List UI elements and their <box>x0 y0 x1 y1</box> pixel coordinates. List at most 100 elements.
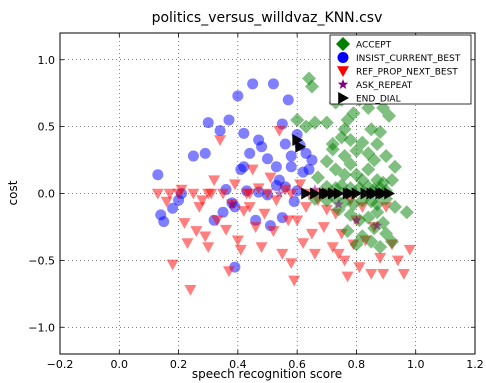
series-end-dial <box>292 134 396 200</box>
data-point <box>377 268 390 280</box>
data-point <box>371 220 383 231</box>
data-point <box>365 268 378 280</box>
data-point <box>332 248 345 260</box>
data-point <box>355 193 370 208</box>
data-point <box>403 244 416 256</box>
data-point <box>258 208 271 220</box>
data-point <box>305 228 318 240</box>
data-point <box>304 79 319 94</box>
data-point <box>237 206 250 217</box>
legend-marker <box>337 52 349 63</box>
data-point <box>217 188 230 200</box>
data-point <box>349 237 364 252</box>
data-point <box>397 268 410 280</box>
legend-label: ACCEPT <box>356 41 392 51</box>
data-marks <box>151 71 416 296</box>
data-point <box>326 242 339 253</box>
legend-label: ASK_REPEAT <box>356 81 413 91</box>
data-point <box>320 204 333 216</box>
data-point <box>341 271 354 283</box>
data-point <box>355 135 370 150</box>
data-point <box>187 150 199 162</box>
data-point <box>373 124 388 139</box>
y-tick-label: 0.5 <box>38 121 56 134</box>
legend-label: INSIST_CURRENT_BEST <box>356 54 461 64</box>
x-tick-label: 0.0 <box>111 358 129 371</box>
data-point <box>167 202 179 214</box>
data-point <box>226 198 238 209</box>
data-point <box>325 137 340 152</box>
data-point <box>270 161 282 173</box>
data-point <box>163 188 176 200</box>
data-point <box>300 202 313 213</box>
data-point <box>285 188 298 200</box>
data-point <box>238 161 250 173</box>
data-point <box>338 255 351 267</box>
data-point <box>382 108 397 123</box>
x-tick-label: 0.2 <box>170 358 188 371</box>
y-tick-label: −1.0 <box>28 321 55 334</box>
data-point <box>246 164 259 176</box>
data-point <box>279 138 291 150</box>
data-point <box>243 202 256 213</box>
data-point <box>321 187 333 200</box>
data-point <box>274 188 285 198</box>
data-point <box>279 184 292 196</box>
data-point <box>385 234 399 249</box>
data-point <box>151 188 164 200</box>
data-point <box>158 216 170 228</box>
data-point <box>256 141 268 153</box>
axis-ticks: −0.2 0.0 0.2 0.4 0.6 0.8 1.0 1.2 −1.0 −0.5 0.0 0.5 1… <box>28 33 484 371</box>
data-point <box>190 226 203 237</box>
data-point <box>214 125 226 137</box>
data-point <box>301 187 313 200</box>
data-point <box>175 184 188 196</box>
series-accept <box>290 71 414 254</box>
data-point <box>282 215 295 227</box>
data-point <box>367 153 382 168</box>
data-point <box>290 112 305 127</box>
y-tick-label: −0.5 <box>28 254 55 267</box>
data-point <box>288 275 301 287</box>
data-point <box>343 207 358 222</box>
data-point <box>238 127 250 139</box>
data-point <box>217 206 229 218</box>
data-point <box>387 159 402 174</box>
data-point <box>187 188 200 200</box>
data-point <box>360 187 372 200</box>
x-tick-label: 1.2 <box>466 358 484 371</box>
x-tick-label: 0.8 <box>348 358 366 371</box>
data-point <box>340 223 355 238</box>
data-point <box>337 167 352 182</box>
data-point <box>391 255 404 267</box>
legend-label: END_DIAL <box>356 95 401 105</box>
data-point <box>252 183 265 195</box>
data-point <box>370 205 385 220</box>
data-point <box>152 169 164 181</box>
data-point <box>337 122 352 137</box>
data-point <box>370 137 385 152</box>
data-point <box>310 170 325 185</box>
legend-label: REF_PROP_NEXT_BEST <box>356 68 458 78</box>
data-point <box>399 205 414 220</box>
data-point <box>270 179 282 191</box>
data-point <box>247 78 259 90</box>
data-point <box>373 240 388 254</box>
data-point <box>267 78 279 90</box>
data-point <box>222 266 235 278</box>
data-point <box>379 149 394 164</box>
data-point <box>328 162 343 177</box>
data-point <box>276 248 289 260</box>
data-point <box>370 197 385 212</box>
data-point <box>291 215 304 227</box>
data-point <box>282 94 294 106</box>
data-point <box>308 248 321 260</box>
legend-marker <box>337 79 349 89</box>
x-tick-label: 1.0 <box>407 358 425 371</box>
data-point <box>196 195 209 207</box>
data-point <box>351 187 363 200</box>
data-point <box>273 125 286 137</box>
data-point <box>294 179 307 191</box>
data-point <box>346 106 361 121</box>
data-point <box>199 147 211 159</box>
